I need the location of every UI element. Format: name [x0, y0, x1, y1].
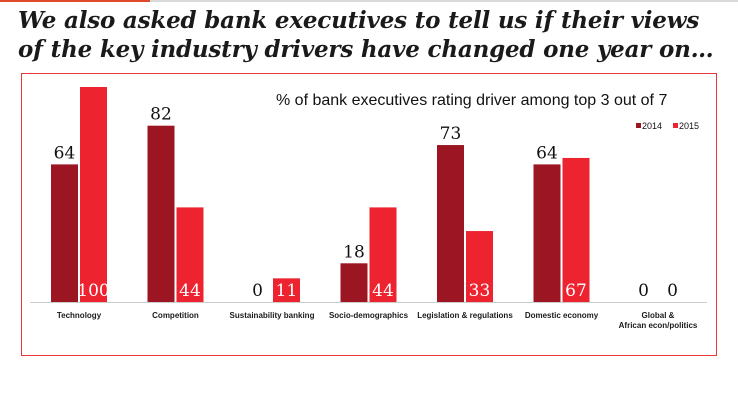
category-label-technology: Technology	[57, 311, 102, 320]
value-label-2014-technology: 64	[54, 143, 76, 163]
bar-2014-socio-demographics	[340, 263, 368, 302]
bar-2015-sustainability-banking	[273, 278, 300, 302]
top-rule	[0, 0, 738, 2]
bar-2014-technology	[51, 164, 78, 302]
value-label-2014-global-african-econ-politics: 0	[638, 281, 649, 301]
legend-swatch-2014	[636, 123, 641, 128]
value-label-2014-socio-demographics: 18	[343, 242, 365, 262]
chart-legend: 2014 2015	[636, 121, 699, 131]
value-label-2014-domestic-economy: 64	[536, 143, 558, 163]
bar-2014-legislation-regulations	[437, 145, 464, 302]
value-label-2015-domestic-economy: 67	[565, 281, 587, 301]
chart-frame	[21, 73, 717, 356]
bar-2014-competition	[147, 125, 175, 302]
legend-label-2014: 2014	[642, 121, 662, 131]
chart-bars	[30, 87, 707, 303]
value-label-2015-legislation-regulations: 33	[469, 281, 491, 301]
legend-swatch-2015	[673, 123, 678, 128]
bar-2014-domestic-economy	[533, 164, 561, 302]
value-label-2014-sustainability-banking: 0	[252, 281, 263, 301]
category-label-sustainability-banking: Sustainability banking	[230, 311, 315, 320]
category-label-domestic-economy: Domestic economy	[525, 311, 599, 320]
bar-2015-domestic-economy	[562, 157, 590, 302]
bar-2015-technology	[80, 87, 107, 302]
category-label-legislation-regulations: Legislation & regulations	[417, 311, 513, 320]
value-label-2015-competition: 44	[179, 281, 201, 301]
value-label-2015-sustainability-banking: 11	[276, 281, 298, 301]
category-label-global-african-econ-politics: Global & African econ/politics	[619, 311, 698, 330]
page-heading: We also asked bank executives to tell us…	[18, 7, 714, 63]
bar-2015-socio-demographics	[369, 207, 397, 302]
value-label-2015-global-african-econ-politics: 0	[667, 281, 678, 301]
bar-2015-legislation-regulations	[466, 231, 493, 302]
value-label-2014-competition: 82	[150, 105, 172, 125]
bar-2015-competition	[176, 207, 204, 302]
chart-labels: 64 100 Technology 82 44 Competition 0 11 Sustain…	[54, 105, 698, 330]
value-label-2014-legislation-regulations: 73	[440, 124, 462, 144]
value-label-2015-socio-demographics: 44	[372, 281, 394, 301]
chart-title: % of bank executives rating driver among…	[276, 92, 667, 109]
legend-label-2015: 2015	[679, 121, 699, 131]
top-rule-accent	[0, 0, 150, 2]
category-label-competition: Competition	[152, 311, 199, 320]
category-label-socio-demographics: Socio-demographics	[329, 311, 409, 320]
value-label-2015-technology: 100	[77, 281, 109, 301]
